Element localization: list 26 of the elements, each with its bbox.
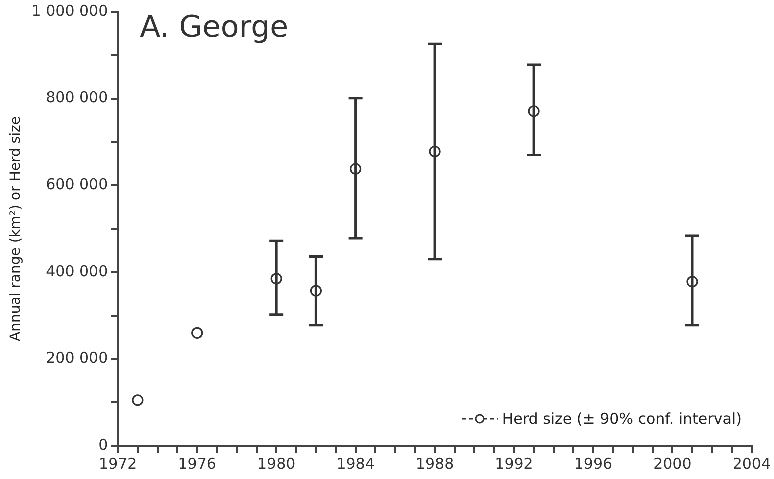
chart-title: A. George: [140, 10, 289, 45]
y-axis-title: Annual range (km²) or Herd size: [8, 116, 24, 342]
x-tick-label: 1980: [257, 454, 296, 473]
x-tick-label: 1988: [416, 454, 454, 473]
y-tick-label: 600 000: [46, 175, 108, 194]
point: [132, 394, 144, 406]
legend-label: Herd size (± 90% conf. interval): [502, 410, 742, 428]
point: [686, 276, 698, 288]
point: [528, 106, 540, 118]
point: [310, 285, 322, 297]
x-tick-label: 1984: [336, 454, 375, 473]
point: [350, 163, 362, 175]
point: [429, 146, 441, 158]
x-tick-label: 1972: [99, 454, 138, 473]
x-tick-label: 2004: [732, 454, 772, 473]
point: [270, 273, 282, 285]
y-tick-label: 400 000: [46, 262, 108, 280]
x-tick-label: 1992: [495, 454, 534, 473]
y-tick-label: 800 000: [46, 88, 108, 107]
point: [192, 327, 204, 339]
y-tick-label: 1 000 000: [32, 2, 108, 20]
x-tick-label: 2000: [654, 454, 692, 473]
x-tick-label: 1976: [178, 454, 216, 473]
y-tick-label: 200 000: [46, 349, 108, 368]
x-tick-label: 1996: [574, 454, 613, 473]
y-tick-label: 0: [98, 436, 108, 454]
